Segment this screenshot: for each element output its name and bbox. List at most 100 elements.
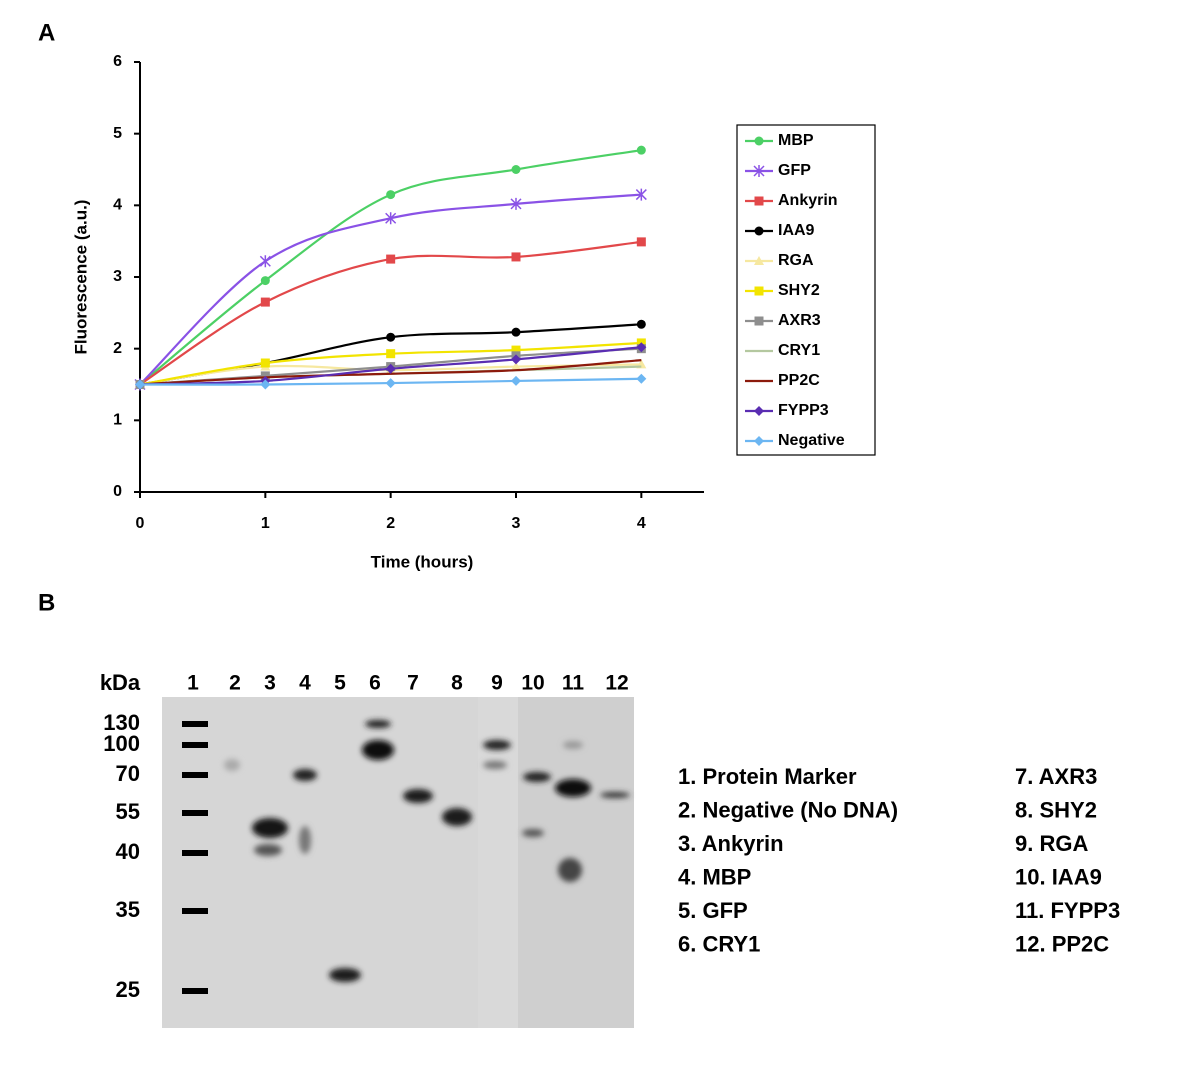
marker (385, 212, 397, 225)
blot-legend: 1. Protein Marker (678, 764, 857, 789)
marker-label: 55 (116, 799, 140, 824)
marker-band (182, 850, 208, 856)
marker (511, 327, 521, 337)
marker (754, 406, 764, 416)
blot-unit: kDa (100, 670, 141, 695)
legend-label: MBP (778, 132, 814, 149)
x-tick-label: 0 (136, 515, 145, 532)
lane-label: 5 (334, 672, 346, 695)
blot-legend: 11. FYPP3 (1015, 898, 1120, 923)
marker-band (182, 810, 208, 816)
lane-label: 1 (187, 672, 199, 695)
marker (260, 371, 270, 381)
marker (511, 354, 521, 365)
lane-label: 7 (407, 672, 419, 695)
blot-image (162, 697, 634, 1028)
lane-label: 4 (299, 672, 311, 695)
y-tick-label: 1 (113, 412, 122, 429)
marker (636, 319, 646, 329)
marker (511, 375, 521, 386)
y-tick-label: 5 (113, 125, 122, 142)
marker (511, 361, 521, 371)
y-tick-label: 3 (113, 268, 122, 285)
x-tick-label: 1 (261, 515, 270, 532)
legend-label: PP2C (778, 372, 820, 389)
y-axis-label: Fluorescence (a.u.) (71, 200, 90, 355)
marker-label: 70 (116, 761, 140, 786)
lane-label: 3 (264, 672, 276, 695)
marker (636, 342, 647, 353)
lane-label: 12 (605, 672, 628, 695)
x-axis-label: Time (hours) (371, 552, 474, 571)
marker (135, 379, 145, 390)
marker (511, 345, 521, 355)
marker-label: 35 (116, 897, 140, 922)
marker (386, 254, 396, 264)
blot-legend: 6. CRY1 (678, 931, 760, 956)
marker (754, 196, 764, 206)
blot-legend: 8. SHY2 (1015, 797, 1097, 822)
blot-legend: 10. IAA9 (1015, 864, 1102, 889)
blot-legend: 7. AXR3 (1015, 764, 1097, 789)
legend-label: Ankyrin (778, 192, 838, 209)
series-line (139, 359, 642, 386)
marker (511, 165, 521, 174)
marker (386, 349, 396, 359)
legend-label: IAA9 (778, 222, 815, 239)
blot-legend: 9. RGA (1015, 831, 1088, 856)
marker (386, 190, 396, 200)
legend-label: RGA (778, 252, 814, 269)
lane-label: 2 (229, 672, 241, 695)
legend-label: Negative (778, 432, 845, 449)
marker-band (182, 772, 208, 778)
legend-label: FYPP3 (778, 402, 829, 419)
y-tick-label: 2 (113, 340, 122, 357)
marker (754, 226, 764, 236)
marker-label: 40 (116, 839, 140, 864)
marker (754, 136, 764, 146)
marker-band (182, 988, 208, 994)
marker (260, 297, 270, 307)
legend-label: SHY2 (778, 282, 820, 299)
marker (260, 358, 270, 368)
marker (386, 332, 396, 342)
marker-label: 25 (116, 977, 140, 1002)
lane-label: 10 (521, 672, 544, 695)
blot-legend: 12. PP2C (1015, 931, 1109, 956)
blot-legend: 5. GFP (678, 898, 748, 923)
marker (385, 363, 396, 374)
x-tick-label: 4 (637, 515, 646, 532)
lane-label: 9 (491, 672, 503, 695)
y-tick-label: 0 (113, 483, 122, 500)
legend-label: GFP (778, 162, 811, 179)
blot-legend: 2. Negative (No DNA) (678, 797, 898, 822)
marker (754, 316, 764, 326)
marker (754, 256, 764, 265)
marker (754, 286, 764, 296)
blot-legend: 3. Ankyrin (678, 831, 784, 856)
marker (510, 197, 522, 210)
marker (260, 276, 270, 286)
marker (259, 255, 271, 268)
panel-label: A (38, 19, 55, 46)
x-tick-label: 2 (386, 515, 395, 532)
marker (511, 252, 521, 262)
marker-label: 100 (103, 731, 140, 756)
marker (753, 165, 765, 177)
legend-label: CRY1 (778, 342, 820, 359)
marker-band (182, 742, 208, 748)
marker (754, 436, 764, 446)
marker (636, 373, 647, 384)
x-tick-label: 3 (512, 515, 521, 532)
marker-band (182, 721, 208, 727)
y-tick-label: 4 (113, 197, 122, 214)
blot-legend: 4. MBP (678, 864, 751, 889)
panel-label: B (38, 589, 55, 616)
lane-label: 6 (369, 672, 381, 695)
marker (636, 145, 646, 155)
marker-label: 130 (103, 710, 140, 735)
legend-label: AXR3 (778, 312, 821, 329)
marker (636, 237, 646, 247)
lane-label: 11 (562, 672, 585, 695)
